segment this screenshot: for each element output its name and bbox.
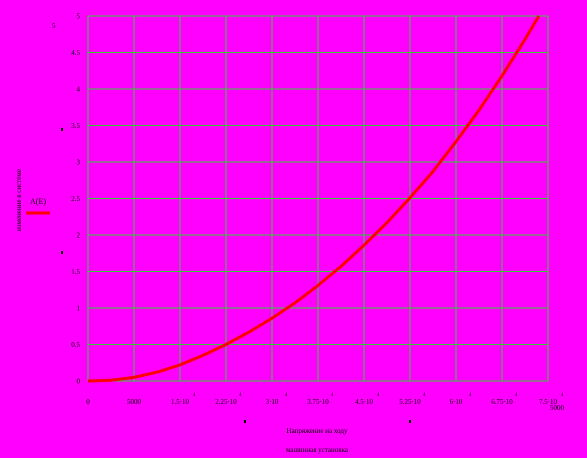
x-tick-label: 0 (86, 398, 90, 406)
x-axis-label-line2: машинная установка (286, 446, 349, 454)
decorative-mark (409, 420, 411, 423)
y-tick-label: 1.5 (71, 268, 80, 276)
x-tick-label: 5.25·10 (399, 398, 421, 406)
y-tick-label: 0 (77, 378, 81, 386)
decorative-mark (61, 128, 63, 131)
y-axis-ticks: 0 0.5 1 1.5 2 2.5 3 3.5 4 4.5 5 (71, 13, 80, 386)
x-tick-exponent: 4 (515, 393, 518, 398)
y-tick-label: 4 (77, 86, 81, 94)
x-tick-exponent: 4 (239, 393, 242, 398)
legend-label: A(E) (30, 197, 46, 206)
y-tick-label: 3 (77, 159, 81, 167)
y-tick-label: 3.5 (71, 122, 80, 130)
x-tick-label: 3.75·10 (307, 398, 329, 406)
series-line (87, 15, 541, 383)
x-tick-exponent: 4 (331, 393, 334, 398)
x-end-label: 5000 (550, 404, 565, 412)
x-tick-label: 6·10 (450, 398, 463, 406)
legend: A(E) (26, 197, 50, 215)
x-tick-label: 3·10 (266, 398, 279, 406)
decorative-mark (61, 251, 63, 254)
x-tick-exponent: 4 (285, 393, 288, 398)
x-tick-exponent: 4 (377, 393, 380, 398)
x-tick-exponent: 4 (561, 393, 564, 398)
x-tick-label: 4.5·10 (355, 398, 374, 406)
x-tick-label: 7.5·10 (539, 398, 558, 406)
y-top-marker: 5 (52, 22, 56, 30)
x-tick-label: 2.25·10 (215, 398, 237, 406)
grid (87, 15, 549, 382)
x-tick-label: 6.75·10 (491, 398, 513, 406)
x-tick-exponent: 4 (423, 393, 426, 398)
y-axis-label: изменение в системе (15, 169, 23, 231)
y-tick-label: 0.5 (71, 341, 80, 349)
x-tick-exponent: 4 (193, 393, 196, 398)
x-tick-label: 5000 (127, 398, 142, 406)
y-tick-label: 5 (77, 13, 81, 21)
y-tick-label: 4.5 (71, 49, 80, 57)
y-tick-label: 1 (77, 305, 81, 313)
x-tick-label: 1.5·10 (171, 398, 190, 406)
decorative-marks (61, 128, 411, 423)
x-axis-label: Напряжение на ходу (287, 427, 348, 435)
y-tick-label: 2 (77, 232, 81, 240)
x-axis-ticks: 0 5000 1.5·1042.25·1043·1043.75·1044.5·104… (86, 393, 564, 406)
series-layer (87, 15, 541, 383)
y-tick-label: 2.5 (71, 195, 80, 203)
x-tick-exponent: 4 (469, 393, 472, 398)
decorative-mark (244, 420, 246, 423)
